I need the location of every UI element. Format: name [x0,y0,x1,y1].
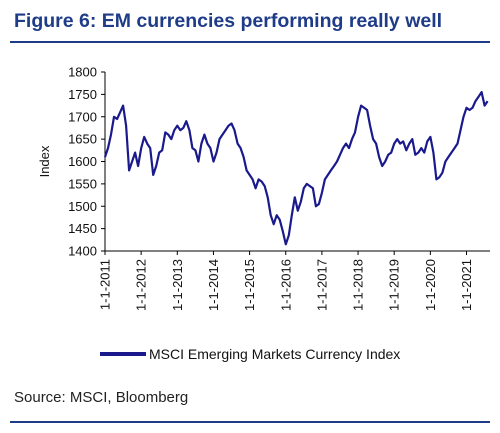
x-axis: 1-1-2011 1-1-2012 1-1-2013 1-1-2014 1-1-2015… [98,250,490,311]
legend: MSCI Emerging Markets Currency Index [100,346,400,362]
x-tick-label: 1-1-2017 [314,259,329,311]
x-tick-label: 1-1-2012 [134,259,149,311]
x-tick-label: 1-1-2013 [170,259,185,311]
x-tick-label: 1-1-2019 [387,259,402,311]
y-axis: 1400 1450 1500 1550 1600 1650 1700 1750 1800 [68,65,106,259]
y-tick-label: 1650 [68,132,97,147]
series-line [103,91,489,246]
x-tick-label: 1-1-2018 [351,259,366,311]
y-tick-label: 1600 [68,154,97,169]
x-tick-label: 1-1-2014 [206,259,221,311]
title-rule [10,41,490,43]
y-tick-label: 1500 [68,199,97,214]
figure-title: Figure 6: EM currencies performing reall… [14,10,443,32]
source-note: Source: MSCI, Bloomberg [14,389,189,406]
x-tick-label: 1-1-2015 [242,259,257,311]
x-tick-label: 1-1-2020 [423,259,438,311]
x-tick-label: 1-1-2021 [459,259,474,311]
y-tick-label: 1700 [68,109,97,124]
y-tick-label: 1750 [68,87,97,102]
y-axis-label: Index [37,145,52,177]
x-tick-label: 1-1-2016 [278,259,293,311]
x-tick-label: 1-1-2011 [98,259,113,310]
y-tick-label: 1450 [68,221,97,236]
legend-label: MSCI Emerging Markets Currency Index [149,346,400,362]
y-tick-label: 1800 [68,65,97,80]
footer-rule [10,421,490,423]
y-tick-label: 1400 [68,244,97,259]
y-tick-label: 1550 [68,176,97,191]
